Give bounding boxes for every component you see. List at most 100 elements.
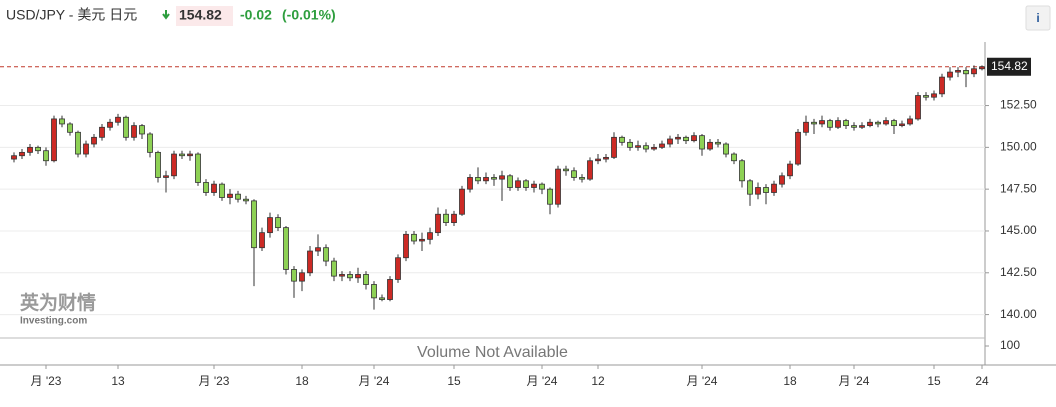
candle-body [411,233,417,242]
candle-body [963,70,969,75]
candle-body [235,193,241,200]
x-tick-label: 13 [111,374,125,388]
candle-body [331,260,337,277]
candle-body [227,193,233,198]
candle-body [715,141,721,145]
candle-body [427,232,433,240]
candle-body [971,68,977,75]
candle-body [99,126,105,138]
y-tick-label: 147.50 [1000,181,1037,195]
candle-body [795,131,801,165]
candle-body [467,177,473,190]
candle-body [979,66,985,70]
candle-body [179,153,185,157]
candle-body [187,153,193,157]
candle-body [107,121,113,128]
candle-body [571,170,577,178]
candle-body [707,141,713,150]
candle-body [643,145,649,150]
info-button[interactable] [1025,5,1051,31]
x-tick-label: 18 [783,374,797,388]
candle-body [779,175,785,185]
candle-body [563,168,569,172]
y-tick-label: 150.00 [1000,140,1037,154]
candle-body [723,143,729,155]
candle-body [483,177,489,182]
candle-body [907,118,913,125]
candle-body [115,116,121,123]
candle-body [627,141,633,148]
candle-body [507,175,513,188]
x-tick-label: 月 '24 [527,374,558,388]
candle-body [155,151,161,178]
candle-body [307,250,313,274]
candle-body [675,136,681,140]
candle-body [955,70,961,73]
x-tick-label: 月 '23 [31,374,62,388]
pair-title: USD/JPY - 美元 日元 [6,7,137,23]
candle-body [275,217,281,229]
candle-body [947,71,953,78]
candle-body [75,131,81,155]
candle-body [499,175,505,180]
candle-body [347,274,353,279]
candle-body [835,120,841,128]
candle-body [291,269,297,282]
candle-body [19,151,25,157]
candle-body [939,76,945,95]
candle-body [931,93,937,98]
candle-body [875,121,881,125]
candle-body [267,217,273,234]
candle-body [763,187,769,193]
volume-tick-label: 100 [1000,338,1020,352]
candle-body [211,183,217,193]
candle-body [443,213,449,224]
x-tick-label: 15 [927,374,941,388]
candle-body [283,227,289,270]
candle-body [395,257,401,280]
candle-body [771,183,777,193]
candle-body [531,183,537,188]
candle-body [683,136,689,142]
candle-body [147,133,153,153]
candle-body [83,143,89,155]
candle-body [523,180,529,188]
y-tick-label: 152.50 [1000,98,1037,112]
x-tick-label: 18 [295,374,309,388]
candle-body [595,158,601,162]
candle-body [691,135,697,142]
candle-body [459,188,465,215]
candle-body [747,180,753,195]
header-price: 154.82 [179,7,222,23]
candle-body [27,146,33,153]
y-tick-label: 145.00 [1000,223,1037,237]
y-tick-label: 140.00 [1000,307,1037,321]
candle-body [539,183,545,190]
candle-body [667,138,673,145]
candle-body [139,125,145,135]
info-icon[interactable]: i [1036,11,1039,25]
candle-body [891,120,897,127]
candle-body [171,153,177,177]
candle-body [59,118,65,125]
candle-body [659,143,665,148]
x-tick-label: 15 [447,374,461,388]
candle-body [251,200,257,249]
candle-body [315,247,321,252]
candle-body [859,125,865,128]
candle-body [555,168,561,205]
watermark-brand: 英为财情 [20,291,96,314]
candle-body [451,213,457,224]
candle-body [11,155,17,160]
candle-body [475,177,481,182]
candle-body [603,156,609,160]
candle-body [587,160,593,180]
candle-body [515,180,521,188]
candle-body [379,297,385,300]
x-tick-label: 月 '24 [359,374,390,388]
candle-body [339,274,345,277]
price-highlight [176,6,233,26]
candle-body [731,153,737,162]
